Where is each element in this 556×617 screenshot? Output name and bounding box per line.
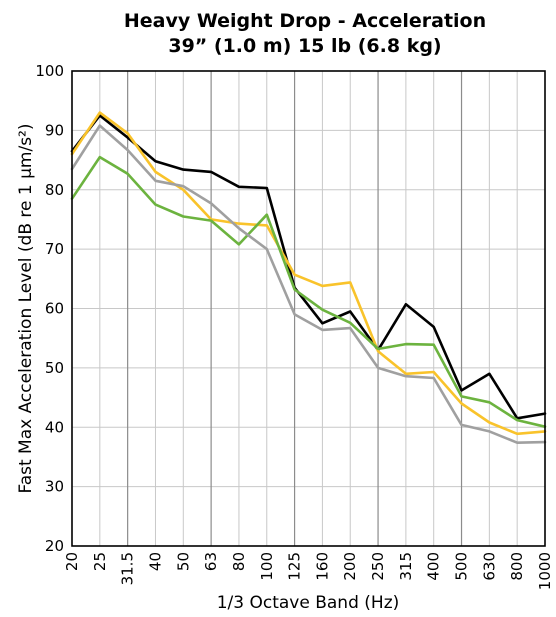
x-tick-label: 125 bbox=[286, 552, 304, 581]
x-tick-label: 80 bbox=[230, 552, 248, 571]
x-tick-label: 250 bbox=[369, 552, 387, 581]
y-tick-label: 50 bbox=[45, 359, 64, 377]
y-tick-label: 70 bbox=[45, 240, 64, 258]
y-tick-labels: 20 30 40 50 60 70 80 90 100 bbox=[35, 62, 64, 555]
y-axis-label: Fast Max Acceleration Level (dB re 1 µm/… bbox=[16, 123, 36, 493]
x-tick-label: 160 bbox=[313, 552, 331, 581]
x-tick-label: 31.5 bbox=[119, 552, 137, 585]
x-tick-label: 500 bbox=[453, 552, 471, 581]
y-tick-label: 100 bbox=[35, 62, 64, 80]
x-tick-label: 25 bbox=[91, 552, 109, 571]
y-tick-label: 30 bbox=[45, 478, 64, 496]
x-tick-label: 315 bbox=[397, 552, 415, 581]
x-tick-label: 20 bbox=[63, 552, 81, 571]
series-line-1 bbox=[70, 114, 547, 420]
y-tick-label: 20 bbox=[45, 537, 64, 555]
x-tick-label: 800 bbox=[508, 552, 526, 581]
y-tick-label: 40 bbox=[45, 418, 64, 436]
x-tick-label: 630 bbox=[480, 552, 498, 581]
x-tick-label: 63 bbox=[202, 552, 220, 571]
y-tick-label: 60 bbox=[45, 300, 64, 318]
grid bbox=[71, 70, 546, 547]
chart-title: Heavy Weight Drop - Acceleration bbox=[124, 10, 486, 32]
x-tick-label: 50 bbox=[174, 552, 192, 571]
series-line-2 bbox=[70, 111, 547, 436]
chart-subtitle: 39” (1.0 m) 15 lb (6.8 kg) bbox=[168, 35, 441, 57]
y-tick-label: 90 bbox=[45, 121, 64, 139]
plot-frame bbox=[71, 70, 546, 547]
x-tick-label: 40 bbox=[146, 552, 164, 571]
series-line-4 bbox=[70, 124, 547, 445]
series-lines bbox=[70, 111, 547, 445]
series-line-3 bbox=[70, 155, 547, 429]
x-axis-label: 1/3 Octave Band (Hz) bbox=[217, 593, 400, 613]
x-tick-label: 1000 bbox=[536, 552, 554, 590]
x-tick-label: 100 bbox=[258, 552, 276, 581]
x-tick-labels: 20 25 31.5 40 50 63 80 100 125 160 200 250 315 400 500… bbox=[63, 552, 554, 590]
y-tick-label: 80 bbox=[45, 181, 64, 199]
x-tick-label: 400 bbox=[425, 552, 443, 581]
x-tick-label: 200 bbox=[341, 552, 359, 581]
